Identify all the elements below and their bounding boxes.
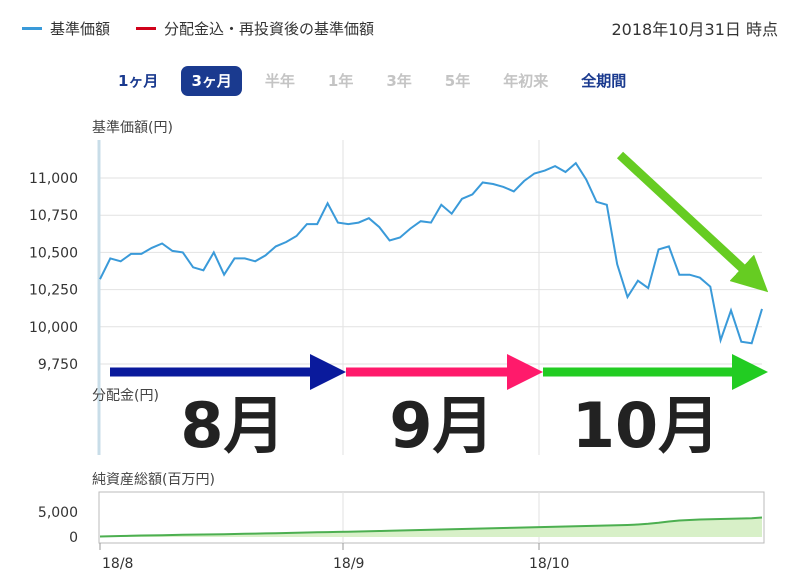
month-label-august: 8月 [180, 389, 285, 462]
x-tick-label: 18/9 [333, 556, 364, 572]
period-button-3m[interactable]: 3ヶ月 [181, 66, 242, 96]
assets-axis-title: 純資産総額(百万円) [92, 472, 215, 488]
legend-swatch-reinvested [136, 27, 157, 30]
period-button-1y[interactable]: 1年 [327, 72, 354, 90]
legend-label-nav: 基準価額 [50, 20, 111, 38]
period-button-5y[interactable]: 5年 [444, 72, 471, 90]
nav-y-tick-label: 9,750 [38, 357, 78, 373]
assets-y-ticks: 0 5,000 [38, 505, 78, 546]
nav-y-tick-label: 10,750 [29, 208, 78, 224]
period-button-3y[interactable]: 3年 [386, 72, 412, 90]
period-button-6m[interactable]: 半年 [264, 72, 295, 90]
nav-y-tick-label: 10,000 [29, 320, 78, 336]
assets-series-line[interactable] [99, 516, 763, 538]
period-button-ytd[interactable]: 年初来 [503, 72, 549, 90]
dividend-axis-title: 分配金(円) [92, 388, 159, 404]
nav-axis-title: 基準価額(円) [92, 119, 173, 136]
legend-item-nav[interactable]: 基準価額 [22, 18, 110, 39]
legend-item-reinvested[interactable]: 分配金込・再投資後の基準価額 [136, 18, 374, 39]
assets-panel-frame [98, 491, 765, 544]
period-selector: 1ヶ月 3ヶ月 半年 1年 3年 5年 年初来 全期間 [108, 66, 649, 96]
chart-legend: 基準価額 分配金込・再投資後の基準価額 [22, 18, 374, 39]
period-button-all[interactable]: 全期間 [581, 72, 627, 90]
month-label-september: 9月 [389, 389, 494, 462]
nav-y-ticks: 9,750 10,000 10,250 10,500 10,750 11,000 [29, 171, 78, 373]
legend-label-reinvested: 分配金込・再投資後の基準価額 [164, 20, 375, 38]
as-of-date: 2018年10月31日 時点 [611, 20, 778, 39]
assets-series-area [100, 517, 762, 537]
nav-y-tick-label: 10,250 [29, 283, 78, 299]
period-button-1m[interactable]: 1ヶ月 [118, 72, 159, 90]
month-label-october: 10月 [572, 389, 720, 462]
nav-series-line[interactable] [99, 161, 763, 345]
legend-swatch-nav [22, 27, 42, 30]
nav-y-tick-label: 11,000 [29, 171, 78, 187]
nav-y-tick-label: 10,500 [29, 245, 78, 261]
assets-y-tick-label: 5,000 [38, 505, 78, 521]
arrow-decline-trend [616, 151, 769, 293]
x-tick-label: 18/10 [529, 556, 569, 572]
x-axis-ticks: 18/8 18/9 18/10 [99, 543, 569, 572]
nav-gridlines [100, 140, 762, 455]
x-tick-label: 18/8 [102, 556, 133, 572]
assets-y-tick-label: 0 [69, 530, 78, 546]
